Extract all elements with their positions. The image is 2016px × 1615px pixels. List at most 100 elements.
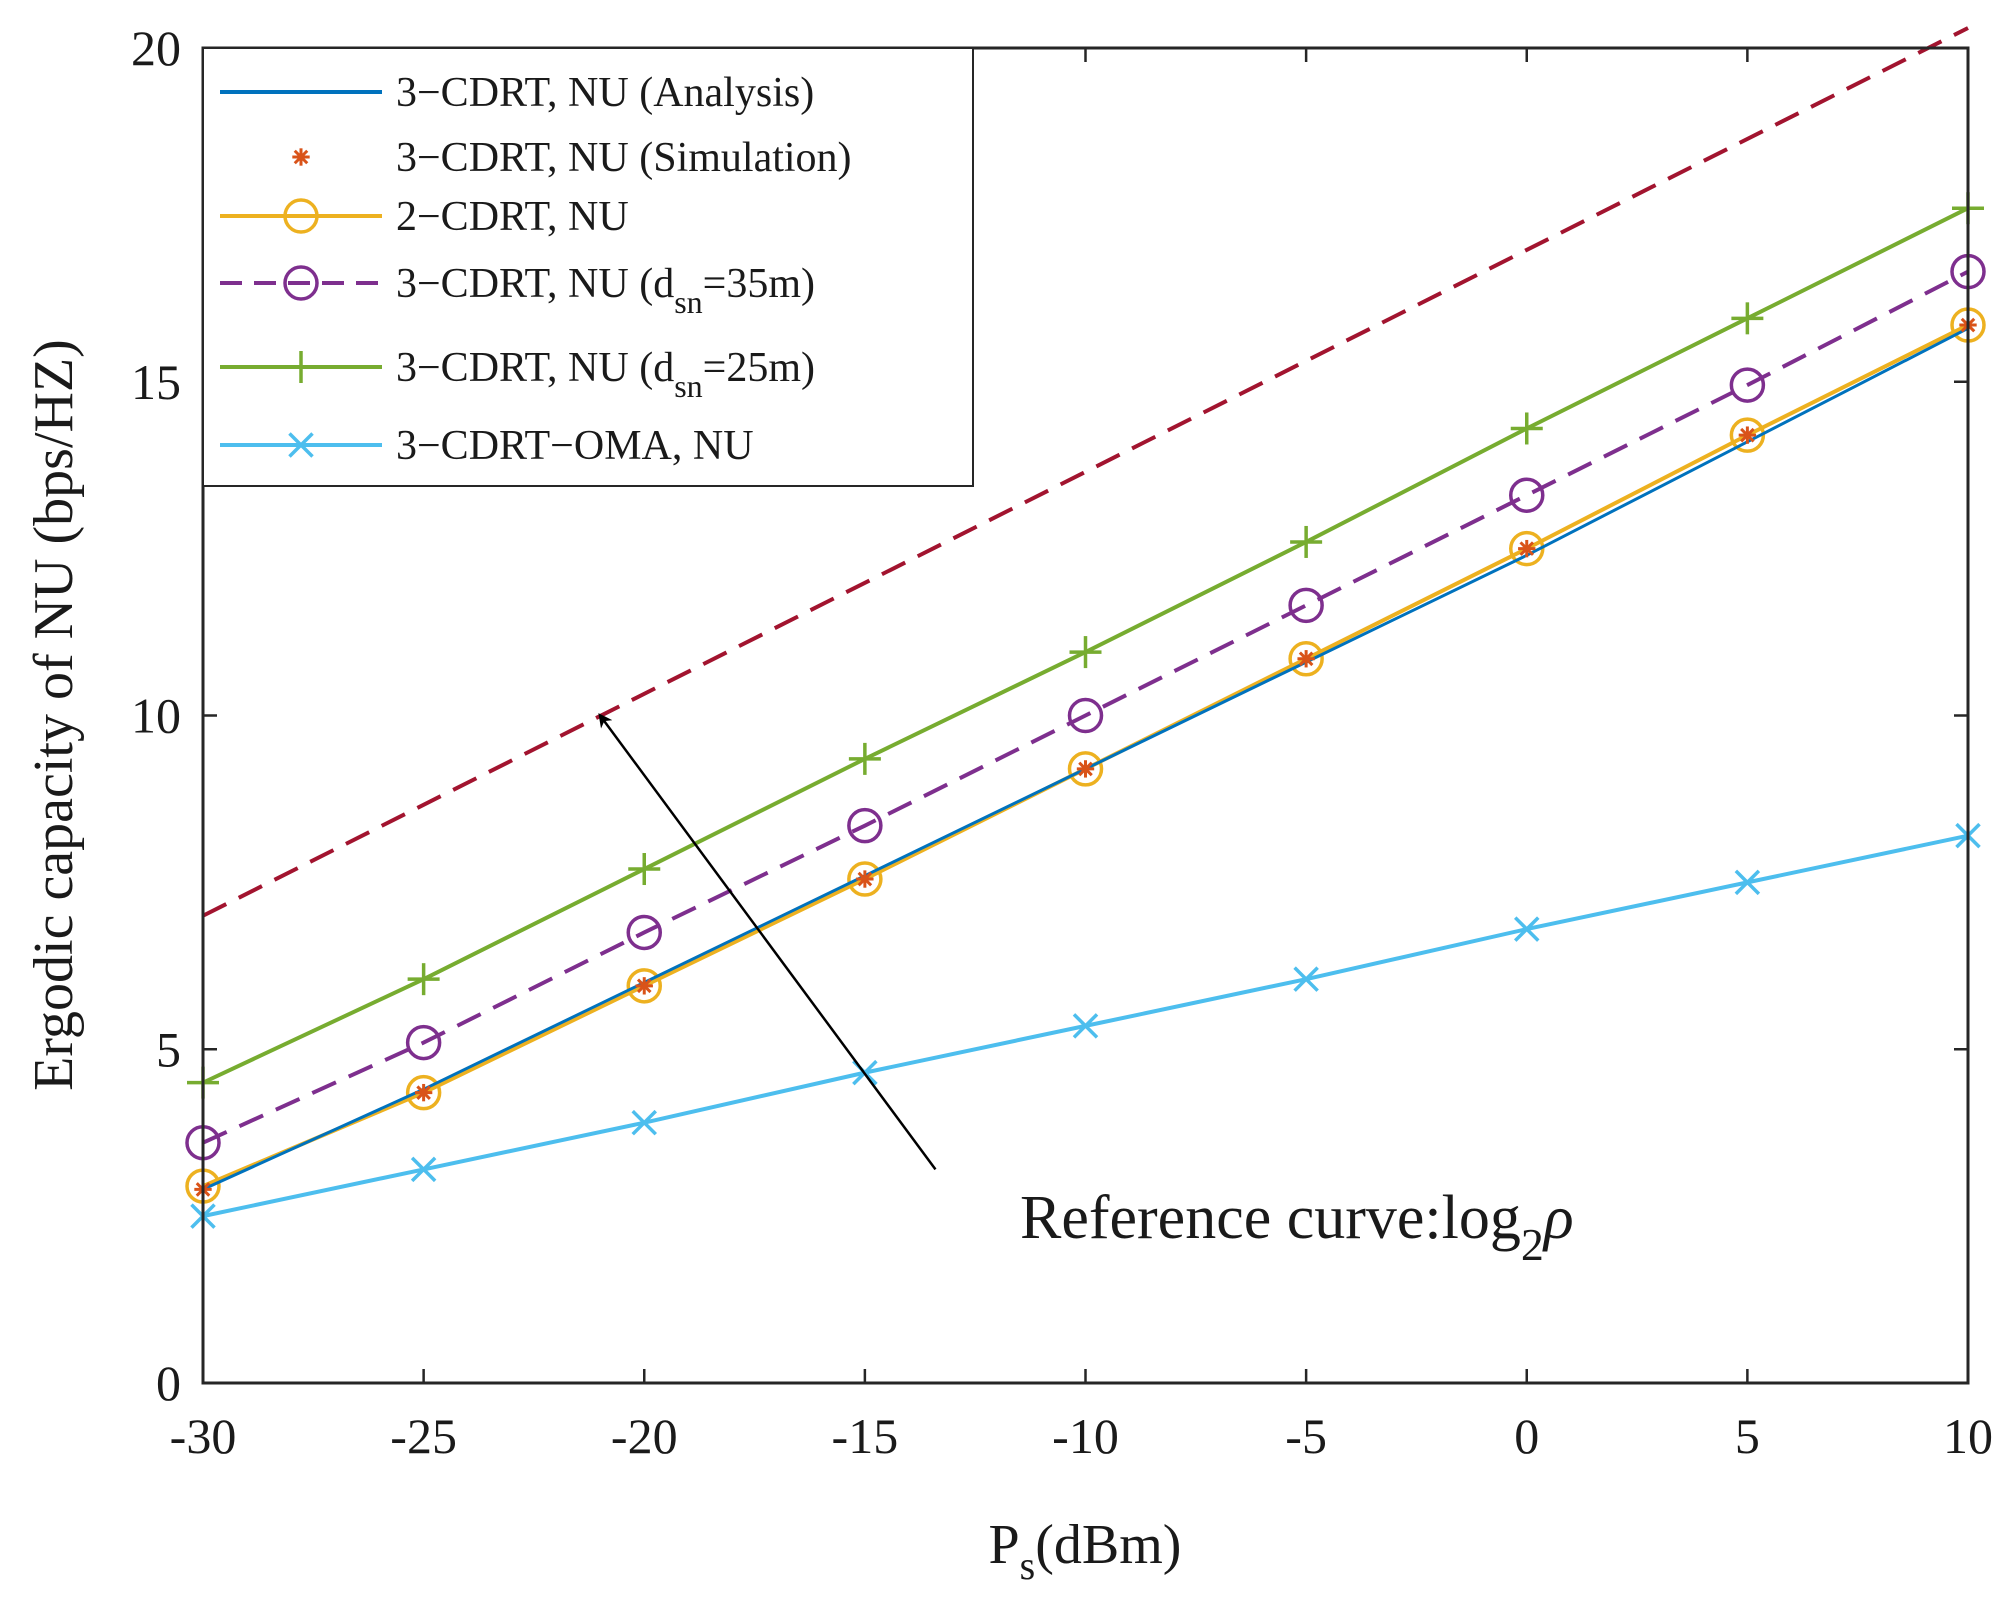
- annotation-text-sub: 2: [1521, 1219, 1544, 1270]
- series-dsn25-point-4: [1069, 636, 1102, 669]
- series-simulation-point-4-b: [1078, 761, 1093, 777]
- y-tick-label-2: 10: [131, 688, 181, 744]
- series-oma-point-6: [1513, 916, 1540, 942]
- legend-item-simulation-marker: [292, 148, 310, 166]
- series-simulation-point-2: [635, 977, 653, 995]
- x-tick-label-6: 0: [1514, 1408, 1539, 1464]
- series-dsn35-point-3: [847, 807, 883, 844]
- legend: 3−CDRT, NU (Analysis) 3−CDRT, NU (Simulat…: [202, 47, 974, 487]
- series-oma-point-4-b: [1072, 1013, 1099, 1039]
- x-tick-label-4: -10: [1052, 1408, 1119, 1464]
- x-tick-label-8: 10: [1943, 1408, 1993, 1464]
- annotation-text: Reference curve:log2ρ: [1020, 1184, 1574, 1270]
- series-simulation-point-7-b: [1740, 427, 1755, 443]
- legend-item-dsn25-label-rest: =25m): [703, 345, 815, 391]
- legend-item-dsn35-label-main: 3−CDRT, NU (d: [396, 261, 674, 307]
- annotation-text-main: Reference curve:log: [1020, 1184, 1521, 1252]
- y-tick-label-1: 5: [156, 1021, 181, 1077]
- series-oma-point-2-b: [631, 1109, 658, 1136]
- series-dsn35-line: [202, 269, 1969, 1145]
- legend-item-dsn35-marker: [283, 265, 319, 301]
- series-simulation-point-1-b: [416, 1085, 431, 1100]
- series-twocdrt-point-4: [1067, 751, 1104, 787]
- series-simulation-point-2-b: [636, 978, 652, 994]
- legend-item-oma-marker: [288, 432, 314, 458]
- series-dsn25-point-5: [1290, 525, 1323, 558]
- legend-item-dsn25: 3−CDRT, NU (dsn=25m): [220, 345, 815, 404]
- y-tick-label-4: 20: [131, 20, 181, 76]
- series-twocdrt-point-3: [847, 861, 883, 897]
- legend-item-twocdrt-marker: [283, 198, 319, 234]
- annotation-text-rest: ρ: [1542, 1184, 1574, 1252]
- y-tick-label-0: 0: [156, 1355, 181, 1411]
- legend-item-simulation: 3−CDRT, NU (Simulation): [292, 135, 852, 181]
- series-dsn25-point-7: [1731, 302, 1764, 335]
- x-tick-label-7: 5: [1735, 1408, 1760, 1464]
- x-tick-label-3: -15: [832, 1408, 899, 1464]
- reference-arrow: [598, 713, 937, 1171]
- series-oma-point-6-b: [1513, 916, 1540, 942]
- series-oma-point-1-b: [410, 1156, 437, 1183]
- series-dsn35: [185, 253, 1986, 1161]
- annotation: Reference curve:log2ρ: [598, 713, 1574, 1270]
- x-tick-label-2: -20: [611, 1408, 678, 1464]
- y-axis-label: Ergodic capacity of NU (bps/HZ): [23, 339, 85, 1091]
- x-axis-label: Ps(dBm): [989, 1514, 1182, 1588]
- x-tick-label-0: -30: [170, 1408, 237, 1464]
- legend-item-oma-label: 3−CDRT−OMA, NU: [396, 423, 754, 469]
- series-simulation-point-4: [1076, 760, 1095, 778]
- series-oma: [190, 822, 1981, 1229]
- legend-item-twocdrt-label: 2−CDRT, NU: [396, 194, 629, 240]
- x-tick-label-1: -25: [390, 1408, 457, 1464]
- y-tick-label-3: 15: [131, 354, 181, 410]
- series-simulation-point-3-b: [857, 871, 873, 887]
- series-twocdrt-point-2: [626, 968, 662, 1004]
- series-dsn35-point-2: [626, 914, 662, 951]
- legend-item-dsn35-label: 3−CDRT, NU (dsn=35m): [396, 261, 815, 320]
- legend-item-twocdrt: 2−CDRT, NU: [220, 194, 629, 240]
- series-oma-point-1: [410, 1156, 437, 1183]
- legend-item-dsn35-label-rest: =35m): [703, 261, 815, 307]
- series-simulation-point-1: [414, 1083, 433, 1102]
- series-simulation-point-6-b: [1519, 541, 1535, 556]
- series-dsn25-point-2: [628, 853, 661, 886]
- series-oma-point-2: [631, 1109, 658, 1136]
- series-dsn35-point-5: [1288, 587, 1324, 624]
- series-oma-point-4: [1072, 1013, 1099, 1039]
- legend-item-dsn25-marker: [285, 351, 317, 383]
- legend-item-dsn35: 3−CDRT, NU (dsn=35m): [220, 261, 815, 320]
- x-axis-label-rest: (dBm): [1035, 1514, 1181, 1576]
- legend-item-dsn25-label-sub: sn: [674, 368, 702, 404]
- legend-box: [202, 47, 974, 487]
- legend-item-dsn25-label-main: 3−CDRT, NU (d: [396, 345, 674, 391]
- series-dsn35-point-1: [405, 1024, 442, 1061]
- series-dsn25-point-1: [407, 963, 440, 996]
- series-simulation-point-6: [1518, 539, 1536, 558]
- plot-area: [185, 26, 1986, 1229]
- series-dsn35-point-6: [1509, 477, 1545, 513]
- series-simulation-point-3: [856, 870, 874, 888]
- x-axis-label-main: P: [989, 1514, 1020, 1576]
- legend-item-oma: 3−CDRT−OMA, NU: [220, 423, 754, 469]
- series-dsn25-point-3: [848, 742, 881, 775]
- legend-item-simulation-marker-b: [293, 149, 309, 165]
- legend-item-oma-marker-b: [288, 432, 314, 458]
- series-oma-point-5: [1293, 966, 1319, 992]
- series-oma-point-7: [1734, 869, 1761, 896]
- reference-curve-line: [202, 26, 1969, 918]
- series-oma-point-5-b: [1293, 966, 1319, 992]
- series-oma-point-7-b: [1734, 869, 1761, 896]
- legend-item-simulation-label: 3−CDRT, NU (Simulation): [396, 135, 852, 181]
- legend-item-analysis-label: 3−CDRT, NU (Analysis): [396, 70, 814, 116]
- series-dsn35-point-7: [1729, 367, 1766, 403]
- series-dsn35-point-4: [1067, 697, 1104, 734]
- x-axis-label-sub: s: [1020, 1543, 1036, 1588]
- axes: -30 -25 -20 -15 -10 -5 0 5 10 0 5 10 15 20: [131, 20, 1993, 1464]
- series-twocdrt-point-5: [1288, 641, 1324, 677]
- legend-item-dsn25-label: 3−CDRT, NU (dsn=25m): [396, 345, 815, 404]
- series-simulation: [194, 316, 1977, 1199]
- series-simulation-point-5-b: [1298, 651, 1314, 667]
- series-simulation-point-5: [1297, 650, 1315, 668]
- legend-item-dsn35-label-sub: sn: [674, 284, 702, 320]
